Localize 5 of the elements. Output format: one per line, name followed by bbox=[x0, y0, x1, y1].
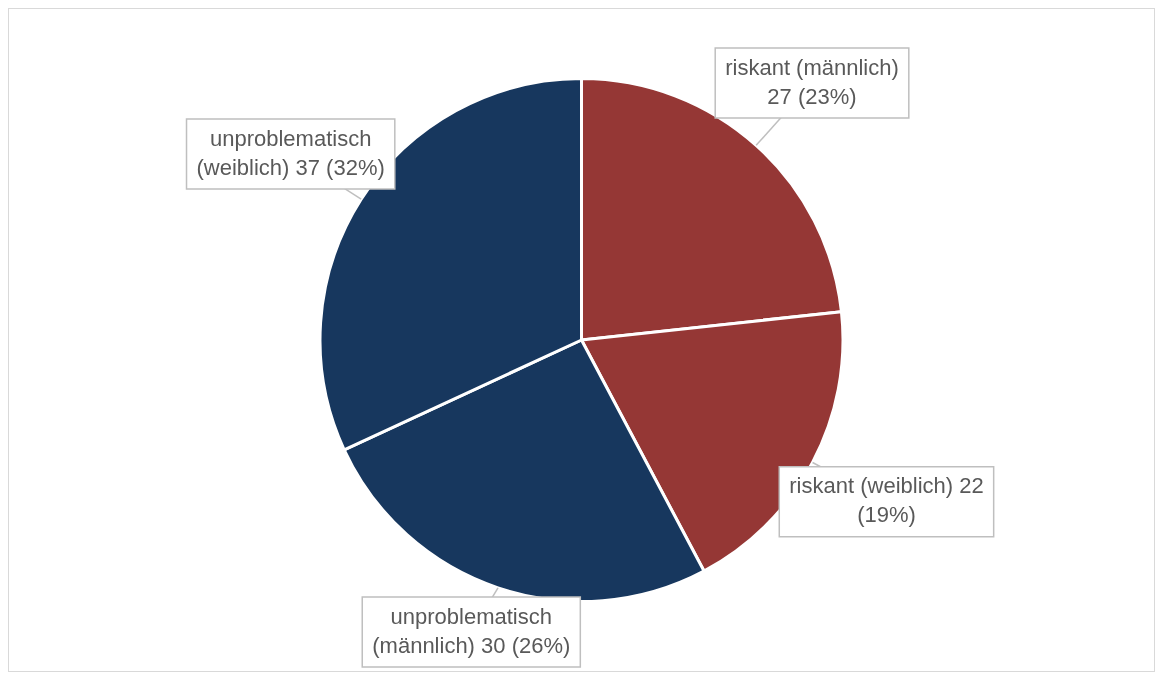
data-label: 27 (23%) bbox=[767, 83, 857, 109]
slice-label: unproblematisch (männlich) 30 (26%) bbox=[372, 603, 571, 658]
slice-label: unproblematisch (weiblich) 37 (32%) bbox=[196, 125, 385, 180]
slice-label: riskant (weiblich) 22 (19%) bbox=[789, 473, 984, 528]
slice-label: riskant (männlich) bbox=[725, 54, 899, 80]
